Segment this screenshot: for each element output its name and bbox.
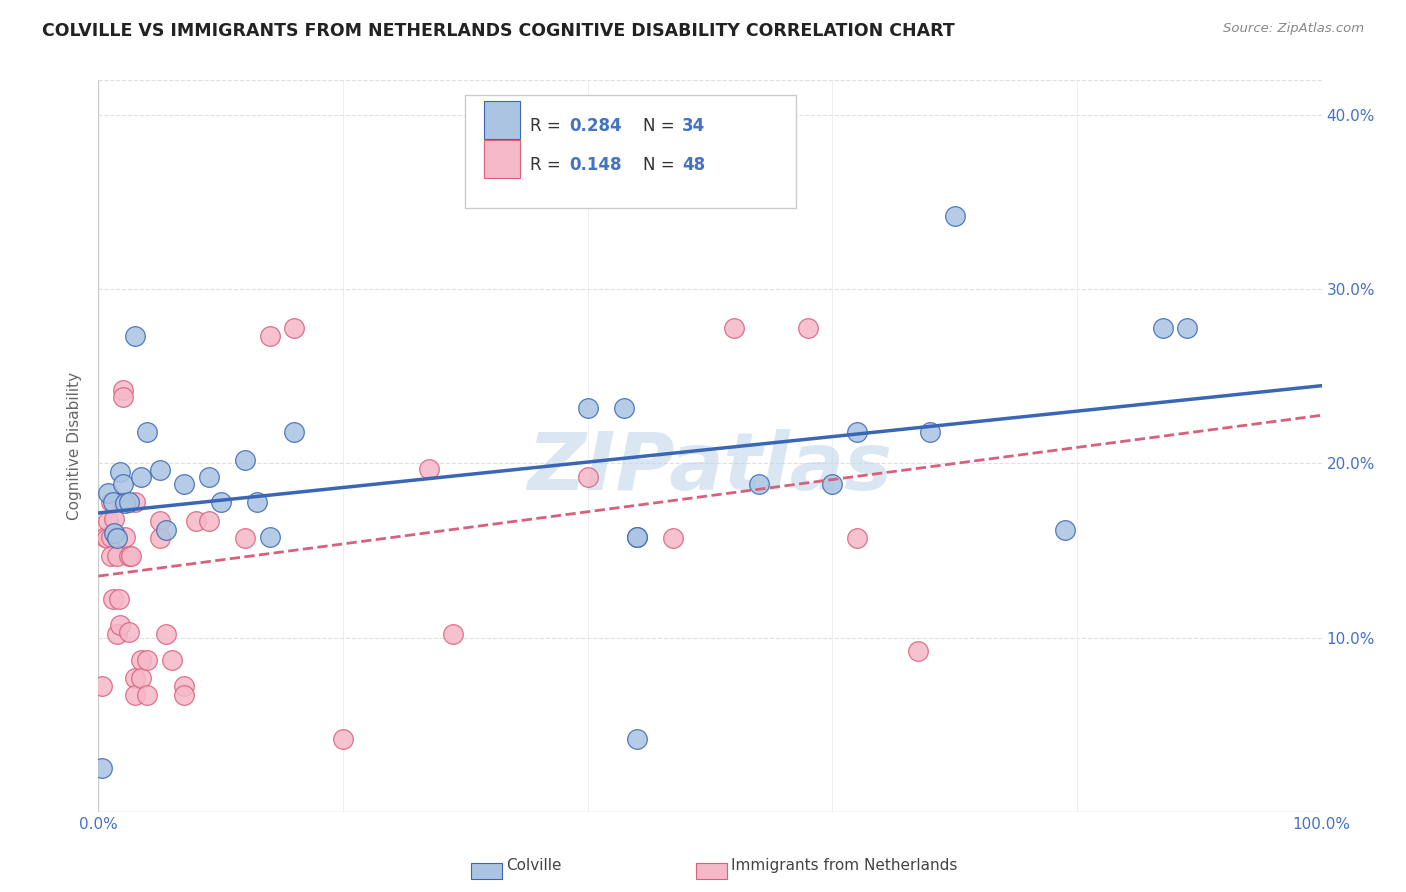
Point: [96, 531, 118, 545]
Point: [246, 494, 269, 508]
Point: [129, 470, 152, 484]
Point: [149, 463, 172, 477]
Text: Colville: Colville: [506, 858, 561, 872]
Point: [91, 761, 114, 775]
Point: [110, 618, 132, 632]
FancyBboxPatch shape: [484, 139, 520, 178]
Text: ZIPatlas: ZIPatlas: [527, 429, 893, 507]
Point: [101, 494, 124, 508]
Point: [441, 627, 464, 641]
Point: [149, 514, 172, 528]
Point: [662, 531, 685, 545]
Point: [120, 549, 142, 563]
Point: [110, 465, 132, 479]
Text: 48: 48: [682, 155, 704, 174]
Text: R =: R =: [530, 117, 567, 135]
Point: [136, 653, 159, 667]
Point: [111, 494, 134, 508]
Point: [576, 401, 599, 415]
Text: 34: 34: [682, 117, 706, 135]
Point: [797, 320, 820, 334]
Point: [97, 486, 120, 500]
Point: [93, 530, 115, 544]
Point: [1152, 320, 1174, 334]
Point: [149, 531, 172, 545]
Text: N =: N =: [643, 155, 679, 174]
Point: [118, 494, 141, 508]
Y-axis label: Cognitive Disability: Cognitive Disability: [67, 372, 83, 520]
Point: [748, 477, 770, 491]
Point: [136, 425, 159, 439]
Point: [576, 470, 599, 484]
Point: [100, 494, 122, 508]
Point: [111, 390, 134, 404]
Point: [129, 671, 152, 685]
Point: [100, 549, 122, 563]
Point: [114, 496, 136, 510]
Point: [173, 688, 195, 702]
Point: [1053, 523, 1076, 537]
Point: [103, 512, 125, 526]
Point: [283, 425, 305, 439]
Point: [626, 530, 648, 544]
Point: [124, 494, 146, 508]
Text: COLVILLE VS IMMIGRANTS FROM NETHERLANDS COGNITIVE DISABILITY CORRELATION CHART: COLVILLE VS IMMIGRANTS FROM NETHERLANDS …: [42, 22, 955, 40]
Point: [723, 320, 745, 334]
Point: [186, 514, 208, 528]
Point: [1175, 320, 1198, 334]
Point: [920, 425, 942, 439]
Point: [91, 679, 114, 693]
Text: N =: N =: [643, 117, 679, 135]
Point: [626, 731, 648, 746]
Point: [259, 329, 281, 343]
Point: [114, 530, 136, 544]
Point: [155, 627, 177, 641]
Point: [111, 384, 134, 398]
Point: [418, 461, 440, 475]
Point: [105, 549, 128, 563]
Point: [111, 477, 134, 491]
Point: [259, 530, 281, 544]
Point: [332, 731, 354, 746]
Point: [124, 688, 146, 702]
Point: [155, 523, 177, 537]
Point: [103, 526, 125, 541]
Point: [97, 514, 120, 528]
Point: [105, 530, 128, 544]
Point: [124, 671, 146, 685]
Point: [101, 592, 124, 607]
Point: [108, 592, 131, 607]
Point: [209, 494, 232, 508]
Point: [907, 644, 929, 658]
Point: [124, 329, 146, 343]
Point: [233, 453, 256, 467]
Point: [160, 653, 183, 667]
Point: [626, 530, 648, 544]
Text: 0.148: 0.148: [569, 155, 621, 174]
Point: [283, 320, 305, 334]
Text: Source: ZipAtlas.com: Source: ZipAtlas.com: [1223, 22, 1364, 36]
Point: [197, 470, 219, 484]
Point: [173, 477, 195, 491]
Point: [105, 531, 128, 545]
Point: [197, 514, 219, 528]
Point: [943, 209, 966, 223]
Point: [233, 531, 256, 545]
Point: [845, 531, 868, 545]
Point: [118, 625, 141, 640]
Point: [845, 425, 868, 439]
Text: Immigrants from Netherlands: Immigrants from Netherlands: [731, 858, 957, 872]
Point: [173, 679, 195, 693]
Point: [129, 653, 152, 667]
FancyBboxPatch shape: [465, 95, 796, 209]
Text: R =: R =: [530, 155, 567, 174]
Point: [118, 549, 141, 563]
Point: [100, 530, 122, 544]
Text: 0.284: 0.284: [569, 117, 621, 135]
Point: [821, 477, 844, 491]
Point: [136, 688, 159, 702]
Point: [105, 627, 128, 641]
FancyBboxPatch shape: [484, 101, 520, 139]
Point: [613, 401, 636, 415]
